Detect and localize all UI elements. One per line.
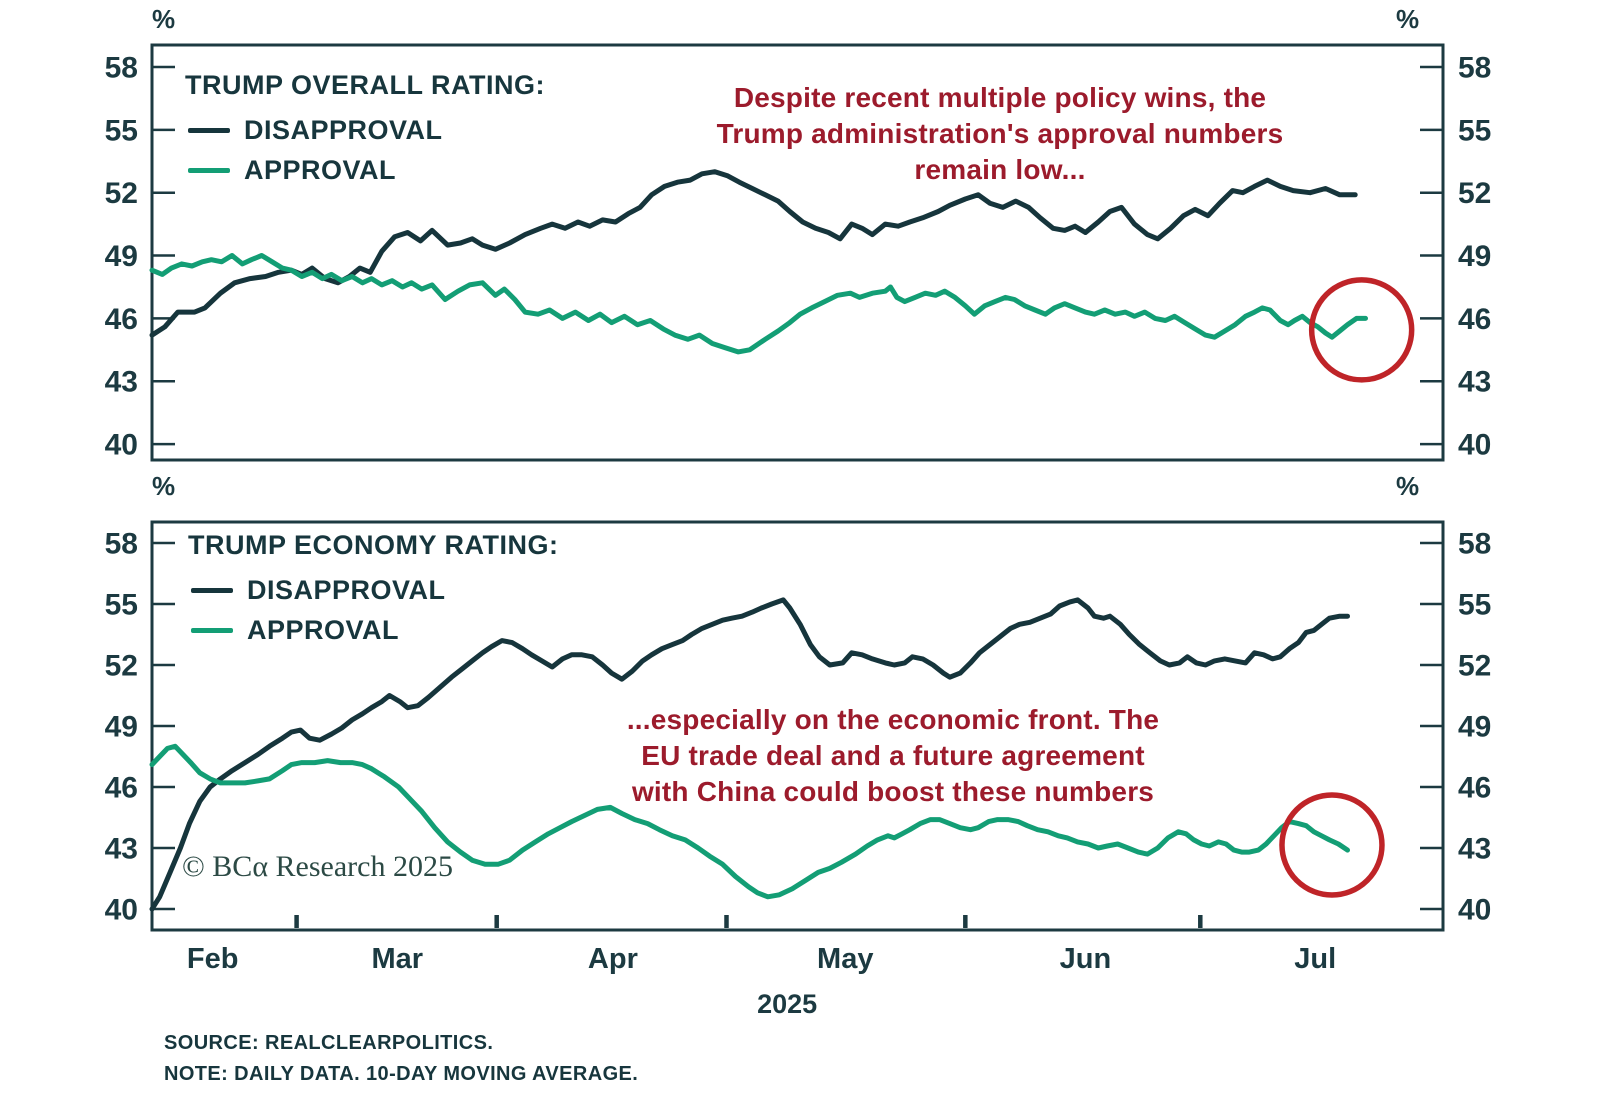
y-unit-label-bottom-left: % <box>152 471 176 501</box>
y-tick-label: 55 <box>1458 588 1491 621</box>
y-tick-label: 46 <box>1458 772 1491 805</box>
chart-title-economy: TRUMP ECONOMY RATING: <box>188 530 559 560</box>
y-tick-label: 55 <box>105 588 138 621</box>
highlight-circle <box>1279 792 1385 898</box>
y-tick-label: 52 <box>105 177 138 210</box>
month-label: Mar <box>372 943 424 975</box>
y-tick-label: 43 <box>105 366 138 399</box>
y-tick-label: 49 <box>1458 240 1491 273</box>
y-tick-label: 40 <box>1458 894 1491 927</box>
y-tick-label: 40 <box>1458 429 1491 462</box>
y-tick-label: 49 <box>105 711 138 744</box>
approval-line-swatch <box>188 167 230 173</box>
y-unit-label-top-right: % <box>1396 4 1420 34</box>
source-note: SOURCE: REALCLEARPOLITICS. <box>164 1032 494 1054</box>
legend-item-approval: APPROVAL <box>188 610 559 650</box>
legend-label-disapproval: DISAPPROVAL <box>247 574 446 605</box>
annotation-line: with China could boost these numbers <box>631 776 1155 807</box>
y-tick-label: 46 <box>105 772 138 805</box>
legend-overall: TRUMP OVERALL RATING: DISAPPROVAL APPROV… <box>185 70 545 190</box>
annotation-economy: ...especially on the economic front. The… <box>553 702 1233 810</box>
month-label: Jul <box>1294 943 1336 975</box>
annotation-line: Trump administration's approval numbers <box>716 118 1284 149</box>
y-tick-label: 58 <box>105 51 138 84</box>
month-label: Jun <box>1060 943 1112 975</box>
annotation-line: Despite recent multiple policy wins, the <box>733 82 1267 113</box>
highlight-circle <box>1308 277 1415 383</box>
overall-rating-chart: 58 58 55 55 52 52 49 49 46 46 43 43 40 40 <box>105 43 1491 462</box>
y-tick-label: 40 <box>105 429 138 462</box>
annotation-line: ...especially on the economic front. The <box>626 704 1160 735</box>
bca-research-watermark: © BCα Research 2025 <box>182 850 453 883</box>
chart-title-overall: TRUMP OVERALL RATING: <box>185 70 545 100</box>
y-tick-label: 52 <box>105 649 138 682</box>
y-tick-label: 55 <box>1458 114 1491 147</box>
legend-item-disapproval: DISAPPROVAL <box>185 110 545 150</box>
disapproval-line <box>149 597 1350 912</box>
month-label: Apr <box>588 943 638 975</box>
legend-label-approval: APPROVAL <box>247 614 400 645</box>
month-label: Feb <box>187 943 239 975</box>
y-tick-label: 43 <box>105 833 138 866</box>
y-unit-label-top-left: % <box>152 4 176 34</box>
y-tick-label: 58 <box>1458 527 1491 560</box>
y-tick-label: 58 <box>105 527 138 560</box>
approval-line-swatch <box>191 627 233 633</box>
month-label: May <box>817 943 873 975</box>
annotation-line: EU trade deal and a future agreement <box>641 740 1145 771</box>
x-axis-labels: Feb Mar Apr May Jun Jul 2025 <box>187 943 1336 1019</box>
y-tick-label: 40 <box>105 894 138 927</box>
approval-line <box>149 743 1350 900</box>
approval-line <box>149 253 1368 355</box>
legend-item-disapproval: DISAPPROVAL <box>188 570 559 610</box>
disapproval-line <box>149 169 1358 338</box>
economy-rating-chart: 58 58 55 55 52 52 49 49 46 46 43 43 40 40 <box>105 520 1491 932</box>
legend-label-approval: APPROVAL <box>244 154 397 185</box>
legend-economy: TRUMP ECONOMY RATING: DISAPPROVAL APPROV… <box>188 530 559 650</box>
y-unit-label-bottom-right: % <box>1396 471 1420 501</box>
y-tick-label: 46 <box>1458 303 1491 336</box>
plot-border <box>150 520 1445 932</box>
annotation-overall: Despite recent multiple policy wins, the… <box>610 80 1390 188</box>
y-tick-label: 52 <box>1458 649 1491 682</box>
year-label: 2025 <box>757 989 817 1019</box>
legend-label-disapproval: DISAPPROVAL <box>244 114 443 145</box>
y-tick-label: 58 <box>1458 51 1491 84</box>
legend-item-approval: APPROVAL <box>185 150 545 190</box>
annotation-line: remain low... <box>914 154 1086 185</box>
disapproval-line-swatch <box>188 127 230 133</box>
data-note: NOTE: DAILY DATA. 10-DAY MOVING AVERAGE. <box>164 1063 639 1085</box>
y-tick-label: 52 <box>1458 177 1491 210</box>
y-tick-label: 55 <box>105 114 138 147</box>
disapproval-line-swatch <box>191 587 233 593</box>
plot-border <box>150 43 1445 462</box>
y-tick-label: 49 <box>105 240 138 273</box>
y-tick-label: 43 <box>1458 833 1491 866</box>
y-tick-label: 43 <box>1458 366 1491 399</box>
y-tick-label: 49 <box>1458 711 1491 744</box>
y-tick-label: 46 <box>105 303 138 336</box>
